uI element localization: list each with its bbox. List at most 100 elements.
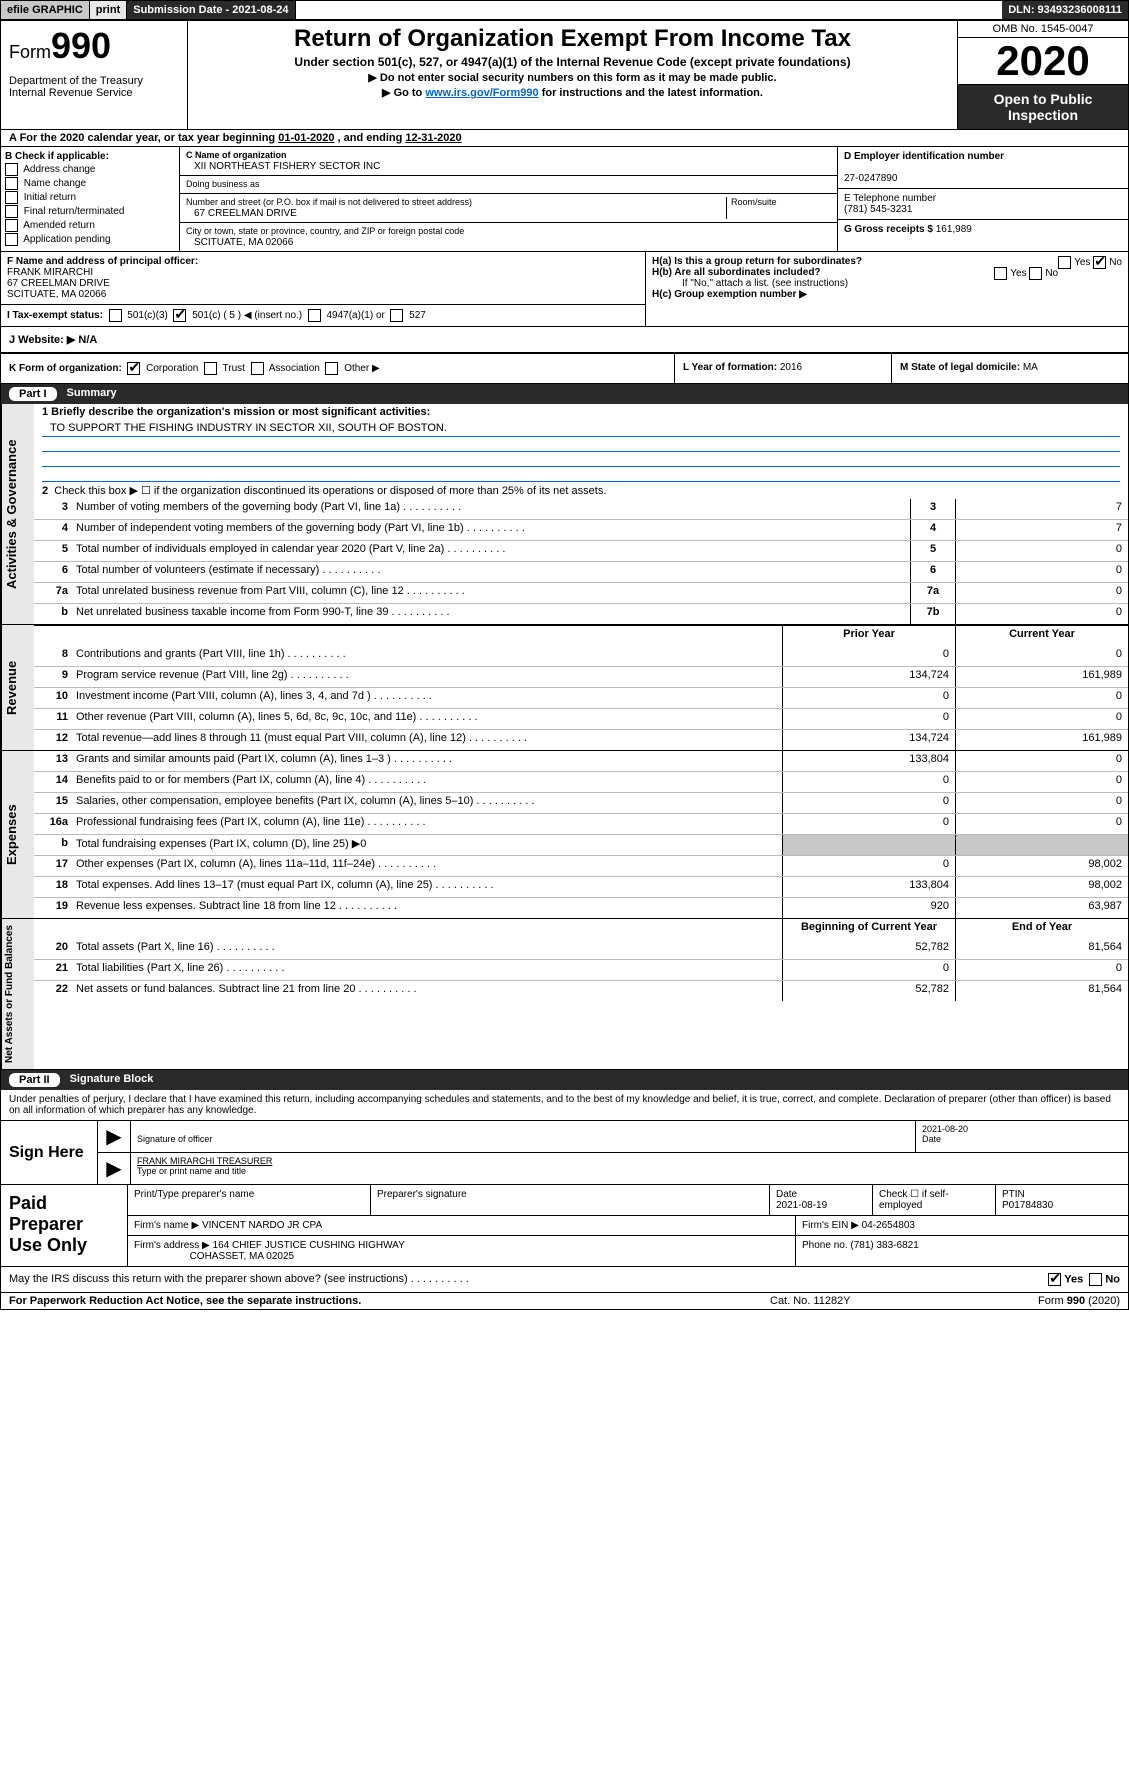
na-py-hdr: Beginning of Current Year [782, 919, 955, 939]
revenue-hdr: Prior Year Current Year [34, 625, 1128, 646]
omb-number: OMB No. 1545-0047 [958, 21, 1128, 38]
checkbox[interactable] [5, 163, 18, 176]
checkbox[interactable] [5, 205, 18, 218]
line-num: 22 [34, 981, 72, 1001]
k-opt[interactable] [204, 362, 217, 375]
officer-name: FRANK MIRARCHI [7, 267, 93, 278]
tax-opt[interactable] [390, 309, 403, 322]
ha-no[interactable] [1093, 256, 1106, 269]
blank2 [42, 452, 1120, 467]
line-py: 134,724 [782, 730, 955, 750]
exp-line: bTotal fundraising expenses (Part IX, co… [34, 834, 1128, 855]
line-py: 133,804 [782, 751, 955, 771]
checkbox[interactable] [5, 191, 18, 204]
exp-line: 16aProfessional fundraising fees (Part I… [34, 813, 1128, 834]
exp-line: 17Other expenses (Part IX, column (A), l… [34, 855, 1128, 876]
discuss-answer: Yes No [1048, 1273, 1120, 1286]
gov-line: 3Number of voting members of the governi… [34, 499, 1128, 519]
boxj-val: N/A [78, 334, 97, 346]
checkbox[interactable] [5, 219, 18, 232]
box-b-label: B Check if applicable: [5, 151, 175, 162]
sign-here-row: Sign Here ▶ Signature of officer 2021-08… [1, 1121, 1128, 1185]
q2: 2 Check this box ▶ ☐ if the organization… [34, 482, 1128, 499]
footer-mid: Cat. No. 11282Y [770, 1295, 970, 1307]
hb-no[interactable] [1029, 267, 1042, 280]
footer-right: Form 990 (2020) [970, 1295, 1120, 1307]
hb-row: H(b) Are all subordinates included? Yes … [652, 267, 1122, 278]
line-num: 5 [34, 541, 72, 561]
firm-name-row: Firm's name ▶ VINCENT NARDO JR CPA Firm'… [128, 1216, 1128, 1236]
firm-addr-cell: Firm's address ▶ 164 CHIEF JUSTICE CUSHI… [128, 1236, 796, 1266]
na-line: 22Net assets or fund balances. Subtract … [34, 980, 1128, 1001]
line-cy: 63,987 [955, 898, 1128, 918]
discuss-no[interactable] [1089, 1273, 1102, 1286]
line-cy: 81,564 [955, 981, 1128, 1001]
line-num: 6 [34, 562, 72, 582]
addr2-val: COHASSET, MA 02025 [190, 1251, 295, 1262]
gov-line: 5Total number of individuals employed in… [34, 540, 1128, 561]
check-line: Initial return [5, 191, 175, 204]
gov-line: 6Total number of volunteers (estimate if… [34, 561, 1128, 582]
header-middle: Return of Organization Exempt From Incom… [188, 21, 958, 129]
phone-val: (781) 545-3231 [844, 204, 912, 215]
preparer-body: Print/Type preparer's name Preparer's si… [128, 1185, 1128, 1266]
rev-line: 10Investment income (Part VIII, column (… [34, 687, 1128, 708]
firm-ein-cell: Firm's EIN ▶ 04-2654803 [796, 1216, 1128, 1235]
line-val: 7 [955, 520, 1128, 540]
officer-row: F Name and address of principal officer:… [1, 252, 645, 305]
firm-phone-cell: Phone no. (781) 383-6821 [796, 1236, 1128, 1266]
line-txt: Net unrelated business taxable income fr… [72, 604, 910, 624]
org-name-lbl: C Name of organization [186, 150, 287, 160]
governance-body: 1 Briefly describe the organization's mi… [34, 404, 1128, 624]
firm-name-cell: Firm's name ▶ VINCENT NARDO JR CPA [128, 1216, 796, 1235]
k-opt[interactable] [251, 362, 264, 375]
period-end: 12-31-2020 [405, 132, 461, 144]
line-cy: 0 [955, 772, 1128, 792]
py-hdr: Prior Year [782, 626, 955, 646]
sig-name: FRANK MIRARCHI TREASURER [137, 1156, 272, 1166]
hb-lbl: H(b) Are all subordinates included? [652, 267, 821, 278]
period-begin: 01-01-2020 [278, 132, 334, 144]
irs-link[interactable]: www.irs.gov/Form990 [425, 87, 538, 99]
expenses-section: Expenses 13Grants and similar amounts pa… [1, 751, 1128, 919]
box-c: C Name of organization XII NORTHEAST FIS… [180, 147, 837, 251]
line-py: 920 [782, 898, 955, 918]
instr2-post: for instructions and the latest informat… [539, 87, 763, 99]
line-txt: Grants and similar amounts paid (Part IX… [72, 751, 782, 771]
dba-val [260, 179, 268, 190]
form-prefix: Form [9, 42, 51, 62]
tax-opt[interactable] [308, 309, 321, 322]
ein-lbl: D Employer identification number [844, 151, 1004, 162]
k-opt[interactable] [127, 362, 140, 375]
sig-date-cell: 2021-08-20 Date [916, 1121, 1128, 1152]
line-num: b [34, 835, 72, 855]
city-val: SCITUATE, MA 02066 [186, 237, 293, 248]
form-990: 990 [51, 25, 111, 66]
line-txt: Investment income (Part VIII, column (A)… [72, 688, 782, 708]
line-txt: Number of voting members of the governin… [72, 499, 910, 519]
hb-yes[interactable] [994, 267, 1007, 280]
k-opt[interactable] [325, 362, 338, 375]
checkbox[interactable] [5, 177, 18, 190]
open-inspection: Open to Public Inspection [958, 85, 1128, 129]
line-py: 52,782 [782, 981, 955, 1001]
line-txt: Net assets or fund balances. Subtract li… [72, 981, 782, 1001]
dots [408, 1273, 469, 1285]
tax-opt[interactable] [109, 309, 122, 322]
line-py: 0 [782, 709, 955, 729]
part1-label: Part I [9, 387, 57, 401]
discuss-txt: May the IRS discuss this return with the… [9, 1273, 408, 1285]
discuss-yes[interactable] [1048, 1273, 1061, 1286]
form-page: efile GRAPHIC print Submission Date - 20… [0, 0, 1129, 1310]
line-py: 0 [782, 688, 955, 708]
checkbox[interactable] [5, 233, 18, 246]
tax-opt[interactable] [173, 309, 186, 322]
line-txt: Total fundraising expenses (Part IX, col… [72, 835, 782, 855]
rev-line: 9Program service revenue (Part VIII, lin… [34, 666, 1128, 687]
part1-header: Part I Summary [1, 384, 1128, 404]
ha-yes[interactable] [1058, 256, 1071, 269]
na-hdr: Beginning of Current Year End of Year [34, 919, 1128, 939]
line-py: 0 [782, 772, 955, 792]
blank1 [42, 437, 1120, 452]
print-button[interactable]: print [90, 1, 127, 19]
